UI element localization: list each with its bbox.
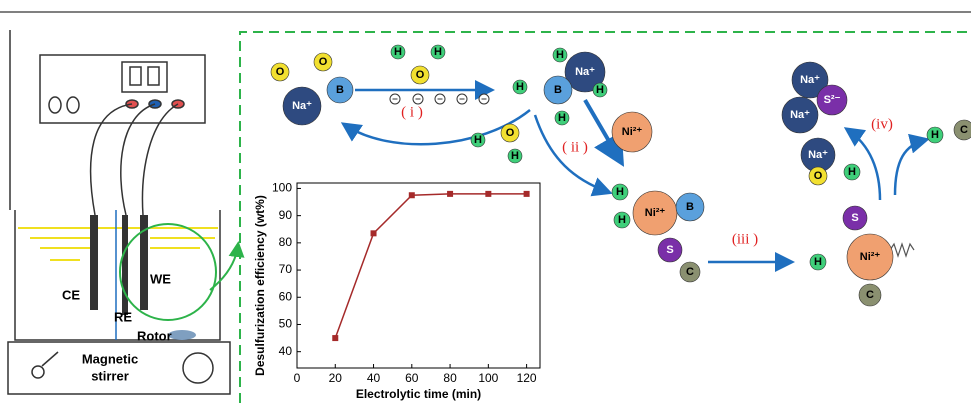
atom-label: H	[618, 214, 626, 226]
x-axis-label: Electrolytic time (min)	[356, 387, 481, 401]
y-tick-label: 50	[279, 317, 293, 331]
marker	[447, 191, 453, 197]
x-tick-label: 60	[405, 371, 419, 385]
atom-label: C	[686, 266, 694, 278]
atom-label: H	[394, 46, 402, 58]
atom-label: Ni²⁺	[645, 207, 666, 219]
atom-label: H	[616, 186, 624, 198]
apparatus	[8, 30, 230, 394]
y-axis-label: Desulfurization efficiency (wt%)	[253, 195, 267, 376]
stirrer-label: Magnetic	[82, 351, 138, 366]
electrode-label: CE	[62, 287, 80, 302]
atom-label: H	[434, 46, 442, 58]
atom-label: S²⁻	[824, 94, 841, 106]
step-label: (iii )	[732, 231, 758, 247]
y-tick-label: 100	[272, 181, 292, 195]
atom-label: O	[506, 127, 515, 139]
y-tick-label: 40	[279, 344, 293, 358]
figure: CE RE WE Rotor Magnetic stirrer ( i ) ( …	[0, 0, 971, 403]
atom-label: O	[319, 56, 328, 68]
chart: 40 50 60 70 80 90 100 0 20 40 60 80 100 120 Electrolyt…	[253, 181, 540, 402]
x-tick-label: 120	[517, 371, 537, 385]
atom-label: S	[666, 244, 673, 256]
x-tick-label: 0	[294, 371, 301, 385]
atom-label: C	[960, 124, 968, 136]
atom-label: H	[558, 112, 566, 124]
electrolyte	[18, 228, 218, 260]
stirrer-label: stirrer	[91, 368, 129, 383]
step-label: (iv)	[871, 116, 893, 132]
step-label: ( ii )	[562, 139, 588, 155]
rotor-shape	[168, 330, 196, 340]
atom-label: H	[596, 84, 604, 96]
marker	[332, 335, 338, 341]
atom-label: H	[516, 81, 524, 93]
marker	[485, 191, 491, 197]
atom-label: B	[336, 84, 344, 96]
electrode-label: RE	[114, 309, 132, 324]
atom-label: Na⁺	[800, 74, 820, 86]
atom-label: Ni²⁺	[860, 251, 881, 263]
atom-label: H	[511, 150, 519, 162]
x-tick-label: 80	[443, 371, 457, 385]
atom-label: O	[416, 69, 425, 81]
y-tick-label: 70	[279, 262, 293, 276]
atom-label: B	[554, 84, 562, 96]
atom-label: H	[931, 129, 939, 141]
atom-label: C	[866, 289, 874, 301]
marker	[524, 191, 530, 197]
atom-label: Na⁺	[575, 66, 595, 78]
atom-label: S	[851, 212, 858, 224]
marker	[409, 192, 415, 198]
electrode-label: WE	[150, 271, 171, 286]
y-tick-label: 90	[279, 208, 293, 222]
rotor-label: Rotor	[137, 328, 172, 343]
spring	[890, 244, 914, 256]
atom-label: Na⁺	[292, 100, 312, 112]
step-label: ( i )	[401, 104, 423, 120]
atom-label: Na⁺	[808, 149, 828, 161]
atom-label: H	[814, 256, 822, 268]
atom-label: O	[814, 170, 823, 182]
y-tick-label: 80	[279, 235, 293, 249]
marker	[371, 230, 377, 236]
atom-label: H	[556, 49, 564, 61]
x-tick-label: 20	[329, 371, 343, 385]
atom-label: Na⁺	[790, 109, 810, 121]
x-tick-label: 100	[478, 371, 498, 385]
re-electrode	[122, 215, 128, 315]
atom-label: B	[686, 201, 694, 213]
atom-label: Ni²⁺	[622, 126, 643, 138]
atom-label: O	[276, 66, 285, 78]
atom-label: H	[848, 166, 856, 178]
x-tick-label: 40	[367, 371, 381, 385]
y-tick-label: 60	[279, 289, 293, 303]
ce-electrode	[90, 215, 98, 310]
atom-label: H	[474, 134, 482, 146]
